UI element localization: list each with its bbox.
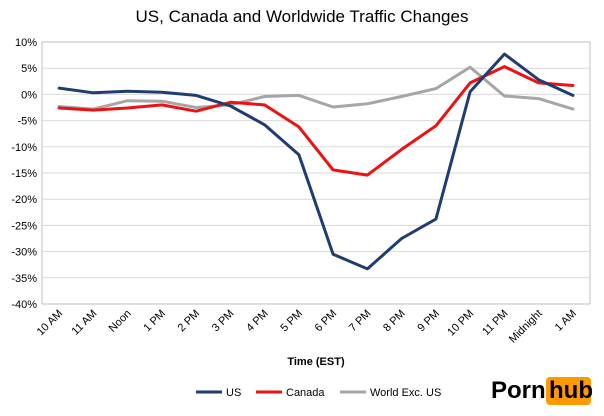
y-tick-label: -40%	[11, 299, 37, 311]
chart-title: US, Canada and Worldwide Traffic Changes	[136, 7, 469, 26]
y-tick-label: 0%	[21, 89, 37, 101]
logo-hub-text: hub	[549, 377, 593, 404]
x-axis-title: Time (EST)	[287, 356, 345, 368]
logo-porn-text: Porn	[491, 377, 546, 404]
legend-label: US	[226, 387, 241, 399]
y-tick-label: 5%	[21, 63, 37, 75]
y-tick-label: 10%	[15, 37, 37, 49]
x-tick-label: 11 AM	[70, 308, 100, 338]
x-tick-label: 4 PM	[244, 308, 271, 335]
x-tick-label: 6 PM	[313, 308, 340, 335]
series-line	[57, 65, 575, 111]
y-tick-label: -30%	[11, 247, 37, 259]
x-tick-label: 8 PM	[381, 308, 408, 335]
logo-hub-badge	[546, 377, 591, 405]
legend-label: Canada	[286, 387, 325, 399]
y-tick-label: -15%	[11, 168, 37, 180]
x-tick-label: 1 AM	[553, 308, 579, 334]
series-line	[57, 52, 575, 271]
x-tick-label: Noon	[107, 308, 134, 335]
x-tick-label: Midnight	[507, 308, 545, 346]
x-axis-ticks: 10 AM 11 AM Noon 1 PM 2 PM 3 PM 4 PM 5 PM 6 PM 7 …	[35, 308, 579, 346]
x-tick-label: 7 PM	[347, 308, 374, 335]
y-tick-label: -10%	[11, 142, 37, 154]
legend-label: World Exc. US	[370, 387, 441, 399]
series-lines	[57, 52, 575, 271]
y-tick-label: -5%	[17, 116, 37, 128]
y-axis-ticks: 10% 5% 0% -5% -10% -15% -20% -25% -30% -35% -40%	[11, 37, 37, 311]
x-tick-label: 11 PM	[480, 308, 510, 338]
y-tick-label: -35%	[11, 273, 37, 285]
y-tick-label: -20%	[11, 194, 37, 206]
x-tick-label: 3 PM	[210, 308, 237, 335]
x-tick-label: 2 PM	[176, 308, 203, 335]
y-tick-label: -25%	[11, 220, 37, 232]
x-tick-label: 1 PM	[141, 308, 168, 335]
x-tick-label: 10 PM	[445, 308, 476, 339]
logo: Porn hub	[491, 377, 593, 405]
legend: US Canada World Exc. US	[196, 387, 441, 399]
x-tick-label: 5 PM	[278, 308, 305, 335]
x-tick-label: 10 AM	[35, 308, 66, 339]
x-tick-label: 9 PM	[415, 308, 442, 335]
